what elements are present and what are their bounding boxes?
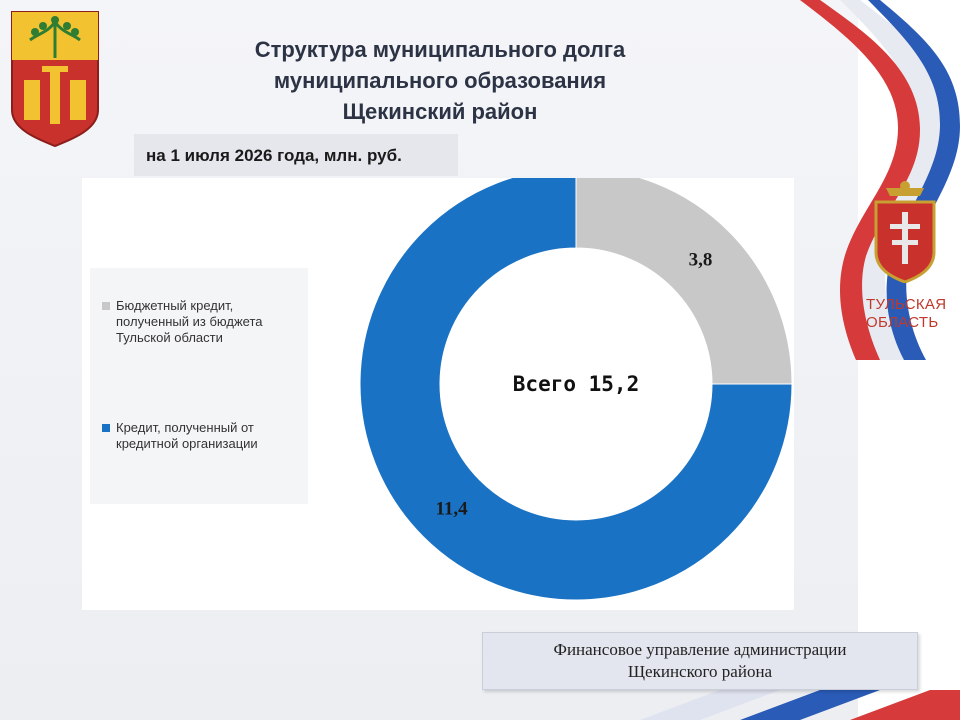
page-title: Структура муниципального долга муниципал… [160, 34, 720, 127]
donut-slice-0 [575, 178, 793, 385]
legend-swatch-bank-credit [102, 424, 110, 432]
tula-oblast-coat-of-arms-icon [874, 181, 936, 283]
title-line: муниципального образования [273, 68, 607, 93]
region-label-line: ТУЛЬСКАЯ [866, 296, 947, 313]
legend-swatch-budget-credit [102, 302, 110, 310]
title-line: Щекинский район [342, 99, 538, 124]
donut-slice-1 [359, 178, 793, 601]
chart-subtitle: на 1 июля 2026 года, млн. руб. [146, 146, 402, 165]
footer-line: Финансовое управление администрации [553, 640, 847, 659]
donut-center-label: Всего 15,2 [513, 372, 639, 396]
shchekino-coat-of-arms-icon [11, 11, 99, 148]
chart-legend [90, 268, 308, 504]
region-label: ТУЛЬСКАЯ ОБЛАСТЬ [866, 296, 956, 332]
legend-item-budget-credit: Бюджетный кредит, полученный из бюджета … [102, 298, 302, 346]
donut-data-label-0: 3,8 [689, 250, 713, 271]
legend-item-bank-credit: Кредит, полученный от кредитной организа… [102, 420, 302, 452]
tricolor-stripes-decoration [640, 690, 960, 720]
legend-label: Бюджетный кредит, полученный из бюджета … [116, 298, 263, 345]
donut-chart: 3,8 11,4 Всего 15,2 [359, 178, 793, 601]
subtitle-box [134, 134, 458, 176]
footer-box: Финансовое управление администрации Щеки… [482, 632, 918, 690]
footer-line: Щекинского района [627, 662, 773, 681]
legend-label: Кредит, полученный от кредитной организа… [116, 420, 258, 451]
region-label-line: ОБЛАСТЬ [866, 314, 939, 331]
donut-data-label-1: 11,4 [435, 498, 468, 519]
title-line: Структура муниципального долга [254, 37, 626, 62]
